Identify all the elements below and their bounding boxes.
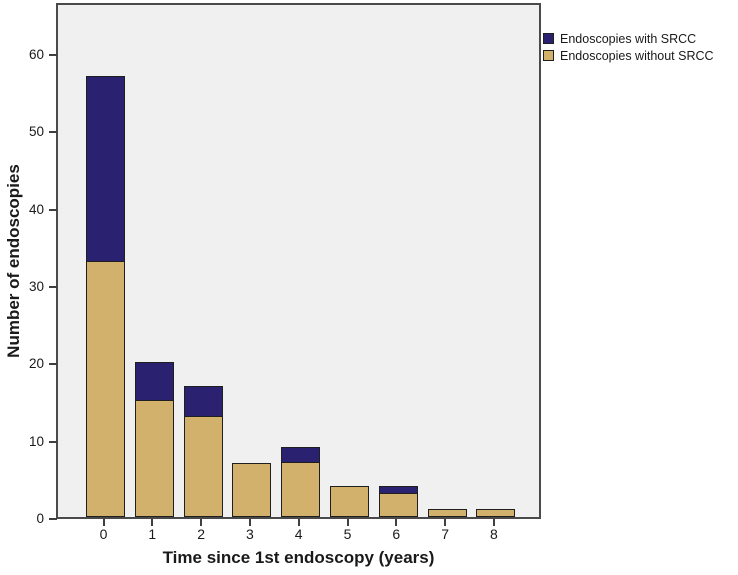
x-tick-mark: [346, 519, 349, 526]
bar-6: [378, 486, 418, 517]
y-tick-mark: [49, 363, 57, 366]
y-tick-label: 60: [28, 47, 44, 63]
bar-5-segment-without-srcc: [330, 486, 369, 517]
legend-swatch-with-srcc-icon: [543, 33, 554, 44]
bar-7-segment-without-srcc: [427, 509, 467, 517]
x-tick-label: 1: [148, 526, 157, 542]
bar-2: [183, 385, 223, 517]
x-tick-label: 4: [294, 526, 303, 542]
x-tick-mark: [444, 519, 447, 526]
bar-5: [330, 486, 369, 517]
legend-label-with-srcc: Endoscopies with SRCC: [560, 31, 697, 46]
x-tick-label: 2: [197, 526, 205, 542]
y-tick-mark: [49, 286, 57, 289]
legend-label-without-srcc: Endoscopies without SRCC: [560, 48, 714, 63]
bar-2-segment-without-srcc: [183, 416, 223, 517]
y-tick-mark: [49, 131, 57, 134]
y-tick-label: 20: [28, 356, 44, 372]
bar-1-segment-without-srcc: [134, 401, 174, 517]
bar-8: [476, 509, 516, 517]
x-tick-mark: [151, 519, 154, 526]
x-axis-title: Time since 1st endoscopy (years): [162, 548, 435, 567]
x-tick-label: 6: [392, 526, 401, 542]
x-tick-label: 7: [441, 526, 449, 542]
y-tick-label: 50: [28, 124, 44, 140]
bar-0-segment-with-srcc: [86, 76, 125, 262]
bar-4: [281, 447, 321, 517]
legend: Endoscopies with SRCC Endoscopies withou…: [543, 30, 714, 64]
x-tick-mark: [492, 519, 495, 526]
y-tick-mark: [49, 518, 57, 520]
plot-area: [56, 3, 541, 519]
bar-6-segment-with-srcc: [378, 486, 418, 494]
x-tick-mark: [102, 519, 105, 526]
bar-3-segment-without-srcc: [232, 462, 272, 517]
bar-1: [134, 362, 174, 517]
y-tick-mark: [49, 208, 57, 211]
y-tick-mark: [49, 440, 57, 443]
y-tick-mark: [49, 54, 57, 57]
x-tick-mark: [297, 519, 300, 526]
x-tick-mark: [248, 519, 251, 526]
y-tick-label: 40: [28, 201, 44, 217]
legend-item-with-srcc: Endoscopies with SRCC: [543, 30, 714, 47]
bar-4-segment-with-srcc: [281, 447, 321, 463]
x-tick-mark: [200, 519, 203, 526]
bar-0: [86, 76, 125, 517]
x-tick-label: 8: [489, 526, 498, 542]
bar-6-segment-without-srcc: [378, 493, 418, 517]
bar-8-segment-without-srcc: [476, 509, 516, 517]
x-tick-label: 3: [245, 526, 254, 542]
y-tick-label: 30: [28, 279, 44, 295]
bar-1-segment-with-srcc: [134, 362, 174, 402]
y-tick-label: 0: [36, 511, 44, 526]
legend-item-without-srcc: Endoscopies without SRCC: [543, 47, 714, 64]
x-tick-label: 5: [343, 526, 352, 542]
x-tick-mark: [395, 519, 398, 526]
bar-0-segment-without-srcc: [86, 261, 125, 517]
y-tick-label: 10: [28, 433, 44, 449]
bar-7: [427, 509, 467, 517]
bar-2-segment-with-srcc: [183, 385, 223, 417]
x-tick-label: 0: [99, 526, 108, 542]
bar-4-segment-without-srcc: [281, 462, 321, 517]
y-axis-title: Number of endoscopies: [4, 164, 23, 358]
bar-3: [232, 462, 272, 517]
legend-swatch-without-srcc-icon: [543, 50, 554, 61]
